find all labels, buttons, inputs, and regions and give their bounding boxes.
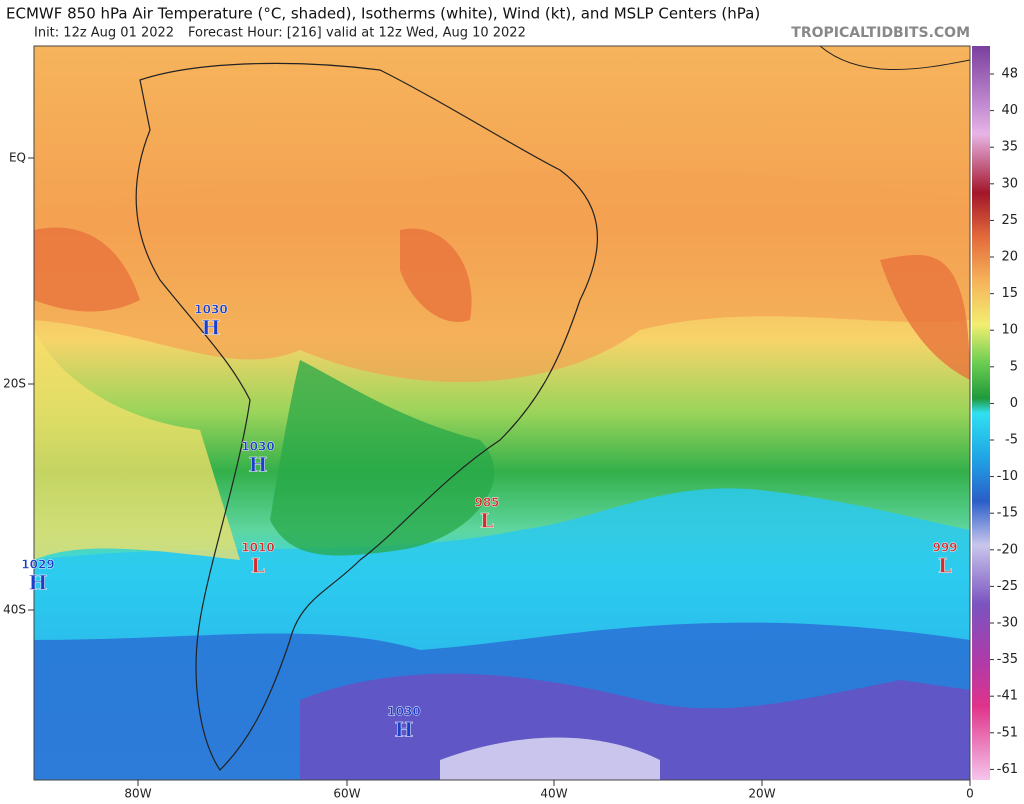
- colorbar: [972, 46, 990, 780]
- temperature-field: [34, 46, 970, 780]
- pressure-letter: L: [480, 509, 494, 533]
- colorbar-label: -41: [997, 689, 1018, 704]
- map-title: ECMWF 850 hPa Air Temperature (°C, shade…: [6, 5, 760, 23]
- lon-label: 40W: [540, 787, 567, 801]
- colorbar-label: -61: [997, 762, 1018, 777]
- colorbar-label: 48: [1001, 67, 1018, 82]
- colorbar-label: 5: [1010, 359, 1018, 374]
- colorbar-label: -51: [997, 725, 1018, 740]
- colorbar-label: 40: [1001, 103, 1018, 118]
- colorbar-label: -25: [997, 579, 1018, 594]
- watermark: TROPICALTIDBITS.COM: [791, 25, 970, 41]
- pressure-value: 1029: [21, 558, 54, 572]
- lon-label: 60W: [333, 787, 360, 801]
- valid-time: valid at 12z Wed, Aug 10 2022: [326, 26, 526, 41]
- pressure-letter: L: [938, 554, 952, 578]
- colorbar-label: -15: [997, 506, 1018, 521]
- colorbar-label: 25: [1001, 213, 1018, 228]
- pressure-value: 999: [932, 541, 957, 555]
- init-time: Init: 12z Aug 01 2022: [34, 26, 174, 41]
- pressure-letter: L: [251, 554, 265, 578]
- pressure-letter: H: [202, 316, 221, 340]
- pressure-letter: H: [29, 571, 48, 595]
- colorbar-label: 15: [1001, 286, 1018, 301]
- lat-label: 40S: [3, 603, 26, 617]
- colorbar-label: -35: [997, 652, 1018, 667]
- colorbar-label: -5: [1005, 433, 1018, 448]
- pressure-letter: H: [395, 718, 414, 742]
- lat-label: 20S: [3, 377, 26, 391]
- colorbar-label: 0: [1010, 396, 1018, 411]
- lon-label: 80W: [124, 787, 151, 801]
- colorbar-label: 10: [1001, 323, 1018, 338]
- pressure-value: 1030: [194, 303, 227, 317]
- pressure-value: 1030: [387, 705, 420, 719]
- colorbar-label: -10: [997, 469, 1018, 484]
- pressure-value: 1030: [241, 440, 274, 454]
- colorbar-label: 30: [1001, 176, 1018, 191]
- pressure-value: 985: [474, 496, 499, 510]
- colorbar-label: -30: [997, 616, 1018, 631]
- forecast-hour: Forecast Hour: [216]: [188, 26, 322, 41]
- lat-label: EQ: [9, 151, 26, 165]
- lon-label: 0: [966, 787, 974, 801]
- map-frame: [33, 45, 971, 781]
- colorbar-label: -20: [997, 542, 1018, 557]
- colorbar-label: 35: [1001, 140, 1018, 155]
- pressure-value: 1010: [241, 541, 274, 555]
- colorbar-label: 20: [1001, 250, 1018, 265]
- lon-label: 20W: [748, 787, 775, 801]
- pressure-letter: H: [249, 453, 268, 477]
